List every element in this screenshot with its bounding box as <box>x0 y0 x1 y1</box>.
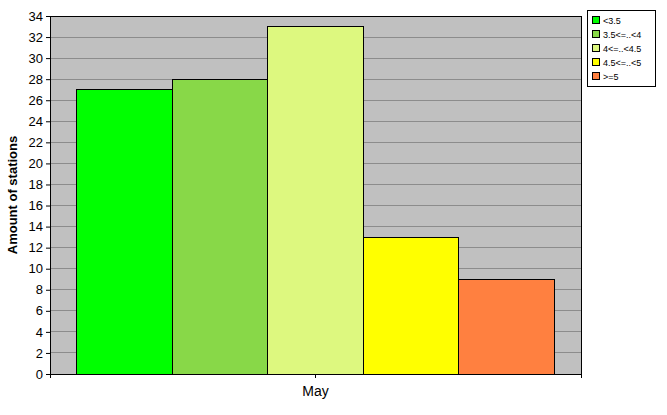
y-tick-mark <box>46 206 50 207</box>
y-tick: 22 <box>29 135 50 150</box>
y-tick-mark <box>46 227 50 228</box>
y-tick-label: 10 <box>29 261 43 276</box>
y-tick-mark <box>46 184 50 185</box>
y-tick-label: 22 <box>29 135 43 150</box>
y-tick-mark <box>46 58 50 59</box>
y-axis: 0246810121416182022242628303234 <box>29 9 51 382</box>
y-axis-line <box>46 17 51 375</box>
y-tick-mark <box>46 332 50 333</box>
y-tick-mark <box>46 16 50 17</box>
grid <box>50 16 581 374</box>
legend-label: <3.5 <box>603 16 621 26</box>
y-tick-mark <box>46 37 50 38</box>
y-tick: 20 <box>29 156 50 171</box>
y-tick: 30 <box>29 51 50 66</box>
y-tick-mark <box>46 248 50 249</box>
y-axis-title: Amount of stations <box>5 136 20 254</box>
bar <box>77 90 173 374</box>
y-tick-label: 0 <box>36 367 43 382</box>
y-tick-label: 26 <box>29 93 43 108</box>
y-tick: 14 <box>29 219 50 234</box>
y-tick-label: 28 <box>29 72 43 87</box>
bar <box>363 237 459 374</box>
plot-frame <box>50 16 581 374</box>
legend-swatch <box>593 59 600 66</box>
y-tick: 4 <box>36 325 50 340</box>
y-tick-label: 4 <box>36 325 43 340</box>
legend-swatch <box>593 73 600 80</box>
y-tick: 34 <box>29 9 50 24</box>
y-tick: 32 <box>29 30 50 45</box>
legend-label: 4.5<=..<5 <box>603 58 641 68</box>
legend-swatch <box>593 17 600 24</box>
y-tick: 8 <box>36 282 50 297</box>
bar <box>459 279 555 374</box>
y-tick-mark <box>46 290 50 291</box>
y-tick-label: 2 <box>36 346 43 361</box>
y-tick-mark <box>46 269 50 270</box>
y-tick-mark <box>46 79 50 80</box>
y-tick-label: 12 <box>29 240 43 255</box>
legend-swatch <box>593 31 600 38</box>
y-tick-mark <box>46 100 50 101</box>
y-tick-label: 30 <box>29 51 43 66</box>
y-tick: 12 <box>29 240 50 255</box>
bars <box>77 27 555 374</box>
legend-swatch <box>593 45 600 52</box>
legend-label: >=5 <box>603 72 619 82</box>
plot-background <box>50 16 581 374</box>
x-tick-label: May <box>302 383 328 399</box>
y-tick-mark <box>46 121 50 122</box>
y-tick: 24 <box>29 114 50 129</box>
y-tick: 0 <box>36 367 50 382</box>
legend: <3.5 3.5<=..<4 4<=..<4.5 4.5<=..<5 >=5 <box>588 11 656 87</box>
y-tick-mark <box>46 311 50 312</box>
y-tick-mark <box>46 353 50 354</box>
y-tick-label: 32 <box>29 30 43 45</box>
x-axis-line <box>51 375 582 379</box>
plot: 0246810121416182022242628303234May <box>29 9 582 400</box>
y-tick: 10 <box>29 261 50 276</box>
y-tick-label: 6 <box>36 303 43 318</box>
chart: 0246810121416182022242628303234MayAmount… <box>0 0 667 415</box>
y-tick-label: 18 <box>29 177 43 192</box>
bar <box>268 27 364 374</box>
legend-label: 4<=..<4.5 <box>603 44 641 54</box>
y-tick-label: 34 <box>29 9 43 24</box>
y-tick-label: 8 <box>36 282 43 297</box>
y-tick-label: 24 <box>29 114 43 129</box>
x-tick: May <box>302 374 328 399</box>
y-tick-label: 16 <box>29 198 43 213</box>
legend-label: 3.5<=..<4 <box>603 30 641 40</box>
y-tick: 16 <box>29 198 50 213</box>
y-tick-mark <box>46 374 50 375</box>
y-tick: 26 <box>29 93 50 108</box>
y-tick-mark <box>46 163 50 164</box>
legend-box <box>588 11 656 87</box>
y-tick: 6 <box>36 303 50 318</box>
y-tick: 28 <box>29 72 50 87</box>
x-tick-mark <box>315 374 316 378</box>
bar <box>172 79 268 374</box>
y-tick-mark <box>46 142 50 143</box>
y-tick-label: 14 <box>29 219 43 234</box>
y-tick: 2 <box>36 346 50 361</box>
y-tick: 18 <box>29 177 50 192</box>
x-axis: May <box>51 374 582 399</box>
y-tick-label: 20 <box>29 156 43 171</box>
